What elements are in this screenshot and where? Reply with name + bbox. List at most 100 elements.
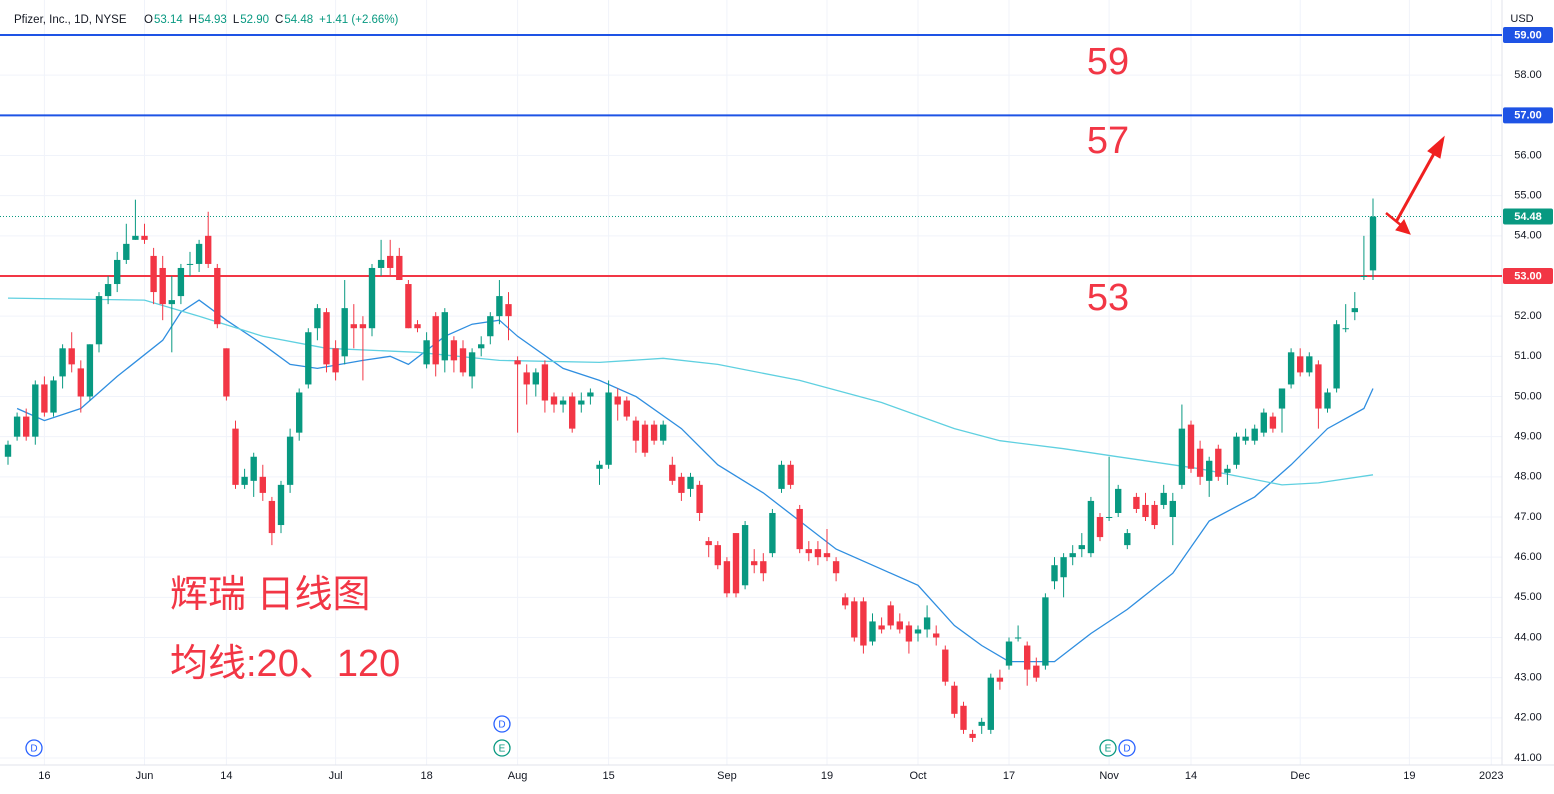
candle-body: [95, 296, 103, 345]
candle-body: [114, 259, 121, 285]
candle-body: [550, 396, 558, 405]
ohlc-value: 54.48: [284, 14, 313, 26]
candle-body: [286, 436, 294, 485]
candle-body: [1260, 412, 1267, 433]
candle-body: [296, 392, 303, 433]
event-marker[interactable]: [493, 715, 511, 733]
candle-body: [323, 312, 330, 365]
candle-body: [596, 464, 603, 469]
y-tick-label: 47.00: [1514, 511, 1542, 523]
x-tick-label: 15: [602, 770, 614, 782]
candle-body: [523, 372, 530, 385]
candle-body: [1024, 645, 1031, 670]
event-marker[interactable]: [1118, 739, 1136, 757]
y-tick-label: 50.00: [1514, 390, 1542, 402]
candle-body: [1069, 553, 1076, 558]
price-badge-label: 53.00: [1514, 270, 1542, 282]
candle-body: [987, 677, 994, 730]
candle-body: [359, 324, 367, 329]
candle-body: [1315, 364, 1322, 409]
candle-body: [341, 308, 348, 357]
ohlc-value: 52.90: [240, 14, 269, 26]
candle-body: [805, 549, 812, 554]
candle-body: [687, 476, 694, 489]
x-tick-label: Jul: [329, 770, 343, 782]
x-tick-label: 2023: [1479, 770, 1503, 782]
event-label: D: [1123, 744, 1130, 755]
event-marker[interactable]: [25, 739, 43, 757]
candle-body: [1178, 428, 1186, 485]
candle-body: [150, 255, 157, 293]
candle-body: [1269, 416, 1277, 429]
candle-body: [678, 476, 685, 493]
price-badge-label: 57.00: [1514, 110, 1542, 122]
arrow-head: [1427, 135, 1445, 159]
candle-body: [1142, 504, 1149, 517]
candle-body: [1014, 637, 1022, 639]
event-marker[interactable]: [493, 739, 511, 757]
candle-body: [532, 372, 539, 385]
price-badge-label: 59.00: [1514, 29, 1542, 41]
candle-body: [1060, 557, 1067, 578]
candle-body: [305, 332, 312, 385]
x-tick-label: 16: [38, 770, 50, 782]
y-tick-label: 41.00: [1514, 752, 1542, 764]
candle-body: [478, 344, 485, 349]
candle-body: [1360, 276, 1368, 277]
candle-body: [432, 316, 439, 365]
candle-body: [377, 259, 385, 268]
candle-body: [1105, 517, 1113, 518]
ohlc-value: 53.14: [154, 14, 183, 26]
candle-body: [77, 368, 84, 397]
candle-body: [368, 267, 376, 329]
y-tick-label: 48.00: [1514, 471, 1542, 483]
arrow: [1385, 212, 1403, 227]
candle-body: [732, 533, 740, 594]
candle-body: [1160, 492, 1167, 505]
candle-body: [123, 243, 130, 260]
y-tick-label: 54.00: [1514, 230, 1542, 242]
candle-body: [1033, 665, 1040, 678]
candle-body: [4, 444, 12, 457]
candle-body: [914, 629, 922, 634]
candle-body: [159, 267, 166, 305]
annotation: 辉瑞 日线图: [170, 574, 371, 616]
candle-body: [414, 324, 421, 329]
candle-body: [195, 243, 203, 264]
candle-body: [23, 416, 30, 437]
x-tick-label: Jun: [136, 770, 154, 782]
candle-body: [569, 396, 576, 429]
candle-body: [441, 312, 448, 361]
candle-body: [423, 340, 430, 365]
candle-body: [887, 605, 894, 626]
candle-body: [823, 553, 831, 558]
candle-body: [314, 308, 321, 329]
candle-body: [878, 625, 885, 630]
candle-body: [951, 685, 958, 714]
y-tick-label: 45.00: [1514, 591, 1542, 603]
candle-body: [623, 400, 630, 417]
candle-body: [978, 721, 985, 726]
event-label: D: [498, 720, 505, 731]
overlay: 59.00 57.00 53.00 54.48 59 57 53 辉瑞 日线图均线:20、12…: [0, 27, 1553, 685]
candle-body: [905, 625, 913, 642]
candle-body: [851, 601, 858, 638]
grid: 41.00 42.00 43.00 44.00 45.00 46.00 47.00 48.00…: [0, 0, 1542, 782]
candle-body: [41, 384, 48, 413]
price-badge: [1503, 208, 1553, 225]
candle-body: [505, 304, 512, 317]
candle-body: [1005, 641, 1013, 666]
candle-body: [1297, 356, 1304, 373]
candle-body: [1151, 504, 1158, 526]
candle-body: [405, 284, 412, 329]
candle-body: [1196, 448, 1204, 477]
x-tick-label: Sep: [717, 770, 737, 782]
event-marker[interactable]: [1099, 739, 1117, 757]
moving-average: [7, 297, 1374, 486]
candle-body: [59, 348, 66, 377]
candle-body: [587, 392, 594, 397]
y-tick-label: 43.00: [1514, 672, 1542, 684]
candle-body: [1078, 545, 1085, 550]
candle-body: [723, 561, 731, 594]
